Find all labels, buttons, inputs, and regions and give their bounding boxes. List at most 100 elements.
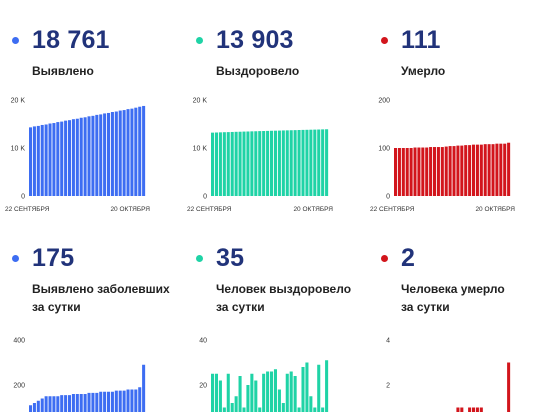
bar bbox=[297, 407, 301, 412]
bar bbox=[40, 124, 44, 196]
bar bbox=[305, 129, 309, 196]
bar bbox=[91, 115, 95, 196]
bar bbox=[107, 391, 111, 412]
y-tick-label: 0 bbox=[386, 194, 390, 201]
y-tick-label: 20 K bbox=[11, 98, 26, 105]
bar bbox=[273, 130, 277, 196]
bar bbox=[130, 389, 134, 412]
bar bbox=[238, 376, 242, 412]
bar bbox=[95, 392, 99, 412]
bar bbox=[479, 144, 483, 196]
detected-label: Выявлено bbox=[32, 62, 94, 80]
bar bbox=[114, 111, 118, 196]
bar bbox=[79, 117, 83, 196]
bar bbox=[56, 122, 60, 196]
chart-deaths: 200 100 0 22 СЕНТЯБРЯ 20 ОКТЯБРЯ bbox=[370, 98, 515, 214]
bar bbox=[75, 394, 79, 412]
bar bbox=[122, 110, 126, 196]
bar bbox=[313, 129, 317, 196]
x-date-label-end: 20 ОКТЯБРЯ bbox=[293, 206, 333, 213]
bar bbox=[487, 144, 491, 196]
bar bbox=[405, 148, 409, 196]
y-tick-label: 200 bbox=[378, 98, 390, 105]
y-tick-label: 10 K bbox=[193, 146, 208, 153]
bar bbox=[110, 112, 114, 196]
bar bbox=[495, 143, 499, 196]
bar bbox=[475, 407, 479, 412]
bar bbox=[456, 145, 460, 196]
bar bbox=[281, 130, 285, 196]
bar bbox=[138, 106, 142, 196]
bar bbox=[254, 131, 258, 196]
bar bbox=[325, 360, 329, 412]
bar bbox=[444, 146, 448, 196]
bar bbox=[142, 105, 146, 196]
bar bbox=[103, 113, 107, 196]
bar bbox=[503, 143, 507, 196]
y-tick-label: 0 bbox=[203, 194, 207, 201]
bar bbox=[114, 390, 118, 412]
y-tick-label: 100 bbox=[378, 146, 390, 153]
bar bbox=[460, 145, 464, 196]
bar bbox=[87, 392, 91, 412]
daily-detected-number: 175 bbox=[32, 244, 75, 272]
bar bbox=[309, 129, 313, 196]
bar bbox=[218, 380, 222, 412]
bar bbox=[118, 390, 122, 412]
daily-deaths-label-line-1: Человека умерло bbox=[401, 282, 505, 296]
bar bbox=[234, 396, 238, 412]
bar bbox=[68, 120, 72, 196]
recovered-label-line: Выздоровело bbox=[216, 64, 300, 78]
bar bbox=[222, 407, 226, 412]
bar bbox=[440, 147, 444, 196]
bar bbox=[409, 148, 413, 196]
recovered-label: Выздоровело bbox=[216, 62, 299, 80]
bar bbox=[242, 407, 246, 412]
bar bbox=[468, 145, 472, 196]
bar bbox=[448, 146, 452, 196]
bar bbox=[103, 391, 107, 412]
bar bbox=[270, 371, 274, 412]
bar bbox=[258, 131, 262, 196]
bar bbox=[230, 403, 234, 412]
bar bbox=[226, 132, 230, 196]
bar bbox=[29, 127, 33, 196]
bar bbox=[211, 132, 215, 196]
bar bbox=[99, 114, 103, 196]
bar bbox=[421, 147, 425, 196]
bar bbox=[254, 380, 258, 412]
chart-daily-detected: 400 200 bbox=[13, 338, 146, 412]
bar bbox=[289, 371, 293, 412]
daily-detected-label-line-1: Выявлено заболевших bbox=[32, 282, 170, 296]
bar bbox=[71, 119, 75, 196]
x-date-label-start: 22 СЕНТЯБРЯ bbox=[187, 206, 232, 213]
bar bbox=[36, 125, 40, 196]
bar bbox=[281, 403, 285, 412]
bar bbox=[293, 130, 297, 196]
bar bbox=[64, 120, 68, 196]
y-tick-label: 2 bbox=[386, 383, 390, 390]
bar bbox=[429, 147, 433, 196]
bar bbox=[242, 131, 246, 196]
bar bbox=[107, 112, 111, 196]
bar bbox=[122, 390, 126, 412]
bar bbox=[297, 130, 301, 196]
detected-dot bbox=[12, 37, 19, 44]
bar bbox=[56, 396, 60, 412]
bar bbox=[417, 147, 421, 196]
y-tick-label: 20 bbox=[199, 383, 207, 390]
bar bbox=[491, 144, 495, 196]
deaths-label: Умерло bbox=[401, 62, 445, 80]
bar bbox=[40, 398, 44, 412]
bar bbox=[48, 396, 52, 412]
daily-detected-label-line-2: за сутки bbox=[32, 300, 81, 314]
bar bbox=[118, 110, 122, 196]
bar bbox=[246, 131, 250, 196]
bar bbox=[95, 114, 99, 196]
bar bbox=[266, 130, 270, 196]
bar bbox=[325, 129, 329, 196]
bar bbox=[436, 147, 440, 196]
bar bbox=[464, 145, 468, 196]
daily-detected-label: Выявлено заболевших за сутки bbox=[32, 280, 170, 316]
bar bbox=[246, 385, 250, 412]
